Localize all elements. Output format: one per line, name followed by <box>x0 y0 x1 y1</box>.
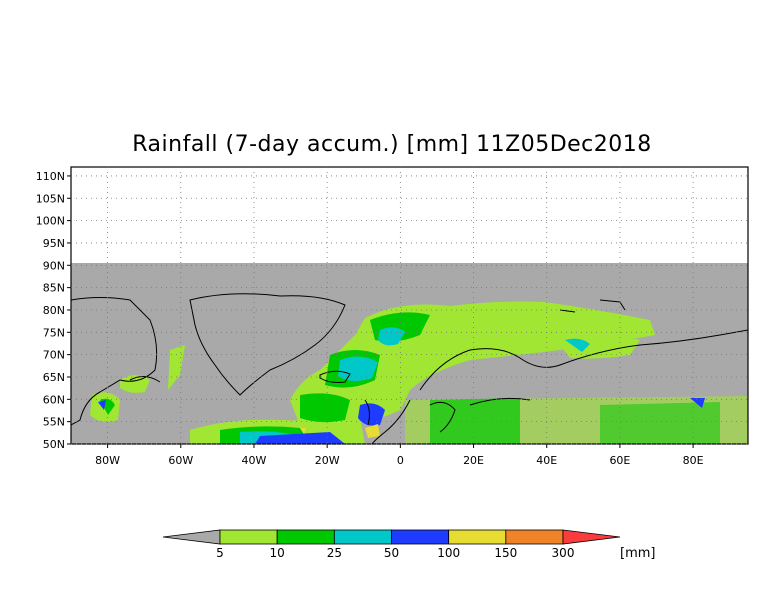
colorbar-swatch <box>276 529 335 545</box>
lat-label: 95N <box>43 237 65 250</box>
lat-label: 110N <box>36 170 65 183</box>
lat-label: 55N <box>43 416 65 429</box>
lat-label: 65N <box>43 371 65 384</box>
colorbar-tick-label: 150 <box>494 546 517 560</box>
lat-label: 70N <box>43 349 65 362</box>
colorbar-arrow-low <box>162 529 221 545</box>
colorbar-swatch <box>333 529 392 545</box>
lat-label: 100N <box>36 215 65 228</box>
lat-label: 90N <box>43 259 65 272</box>
lon-label: 40W <box>242 454 267 467</box>
lon-label: 20W <box>315 454 340 467</box>
lon-label: 80E <box>683 454 704 467</box>
colorbar: 5 10 25 50 100 150 300 <box>162 529 621 560</box>
rain-100-150 <box>300 424 380 438</box>
lat-label: 75N <box>43 326 65 339</box>
colorbar-swatch <box>505 529 564 545</box>
grid-lines <box>67 167 748 448</box>
lon-label: 40E <box>536 454 557 467</box>
rain-10-25 <box>100 312 720 444</box>
lon-label: 0 <box>397 454 404 467</box>
lat-label: 105N <box>36 192 65 205</box>
colorbar-tick-label: 25 <box>327 546 342 560</box>
lon-label: 20E <box>463 454 484 467</box>
colorbar-swatch <box>219 529 278 545</box>
lon-label: 60E <box>609 454 630 467</box>
coastlines <box>71 293 748 444</box>
chart-title: Rainfall (7-day accum.) [mm] 11Z05Dec201… <box>132 132 652 157</box>
lon-axis-labels: 80W 60W 40W 20W 0 20E 40E 60E 80E <box>95 454 703 467</box>
colorbar-tick-label: 300 <box>552 546 575 560</box>
colorbar-tick-label: 10 <box>270 546 285 560</box>
lat-axis-labels: 110N 105N 100N 95N 90N 85N 80N 75N 70N 65N 60N 55N 5… <box>36 170 65 451</box>
lat-label: 50N <box>43 438 65 451</box>
rainfall-field <box>71 293 748 444</box>
rain-50-100 <box>98 398 705 444</box>
colorbar-swatch <box>391 529 450 545</box>
colorbar-tick-label: 50 <box>384 546 399 560</box>
lat-label: 60N <box>43 393 65 406</box>
lat-label: 80N <box>43 304 65 317</box>
plot-frame <box>70 166 749 445</box>
colorbar-tick-label: 5 <box>216 546 224 560</box>
colorbar-unit: [mm] <box>620 546 655 561</box>
lon-label: 80W <box>95 454 120 467</box>
colorbar-tick-label: 100 <box>437 546 460 560</box>
lon-label: 60W <box>168 454 193 467</box>
colorbar-arrow-high <box>562 529 621 545</box>
lat-label: 85N <box>43 282 65 295</box>
colorbar-swatch <box>448 529 507 545</box>
